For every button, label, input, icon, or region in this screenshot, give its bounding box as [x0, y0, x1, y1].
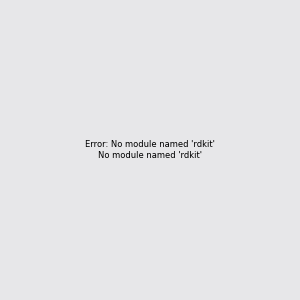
- Text: Error: No module named 'rdkit'
No module named 'rdkit': Error: No module named 'rdkit' No module…: [85, 140, 215, 160]
